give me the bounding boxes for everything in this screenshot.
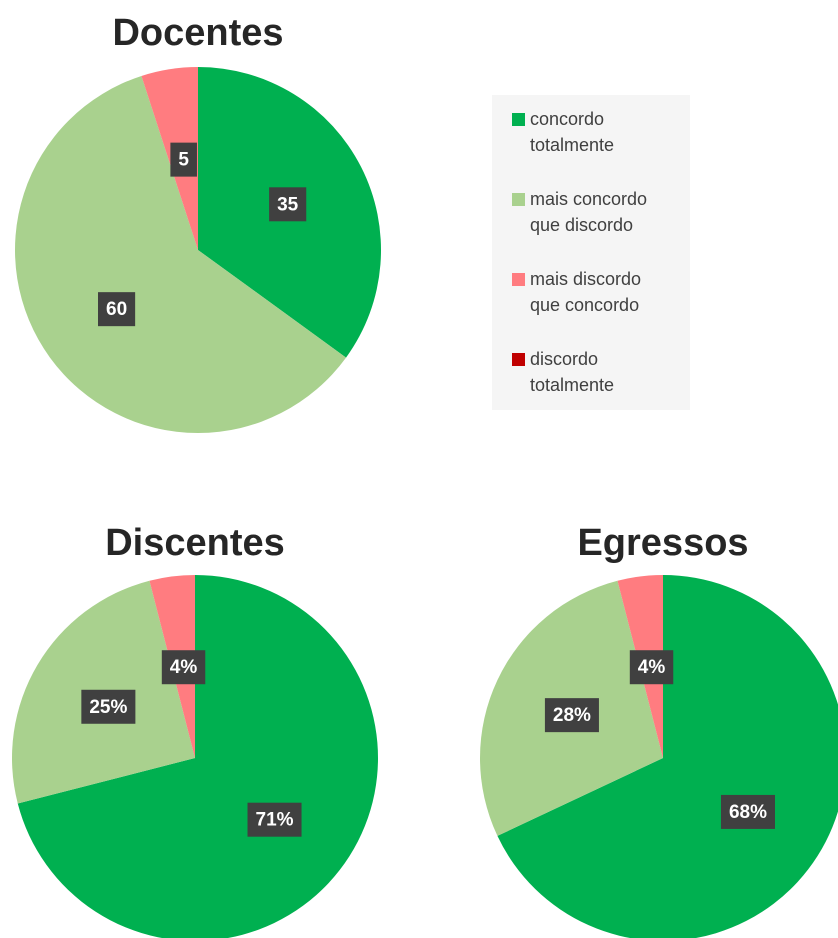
legend-swatch [512,193,525,206]
chart-title: Egressos [577,522,748,564]
value-label-box [269,187,307,222]
value-label-box [544,698,599,733]
pie-slice [141,67,198,250]
value-label: 25% [89,697,127,718]
pie-slice [17,575,378,938]
legend-label: concordo totalmente [530,109,614,155]
value-label-box [720,794,775,829]
value-label-box [629,650,674,685]
legend-swatch [512,353,525,366]
legend-label: mais concordo que discordo [530,189,647,235]
value-label: 5 [178,150,189,171]
value-label: 4% [170,657,198,678]
value-label: 35 [277,194,299,215]
value-label: 4% [638,657,666,678]
value-label: 71% [256,810,294,831]
value-label-box [98,292,136,327]
chart-title: Discentes [105,522,285,564]
value-label-box [170,142,197,177]
legend-label: mais discordo que concordo [530,269,641,315]
pie-slice [497,575,838,938]
value-label: 68% [729,802,767,823]
legend-label: discordo totalmente [530,349,614,395]
value-label: 60 [106,299,127,320]
legend-swatch [512,273,525,286]
legend-swatch [512,113,525,126]
value-label: 28% [553,705,591,726]
value-label-box [161,650,206,685]
chart-title: Docentes [112,12,283,54]
pie-slice [14,75,347,433]
value-label-box [81,689,136,724]
value-label-box [247,802,302,837]
